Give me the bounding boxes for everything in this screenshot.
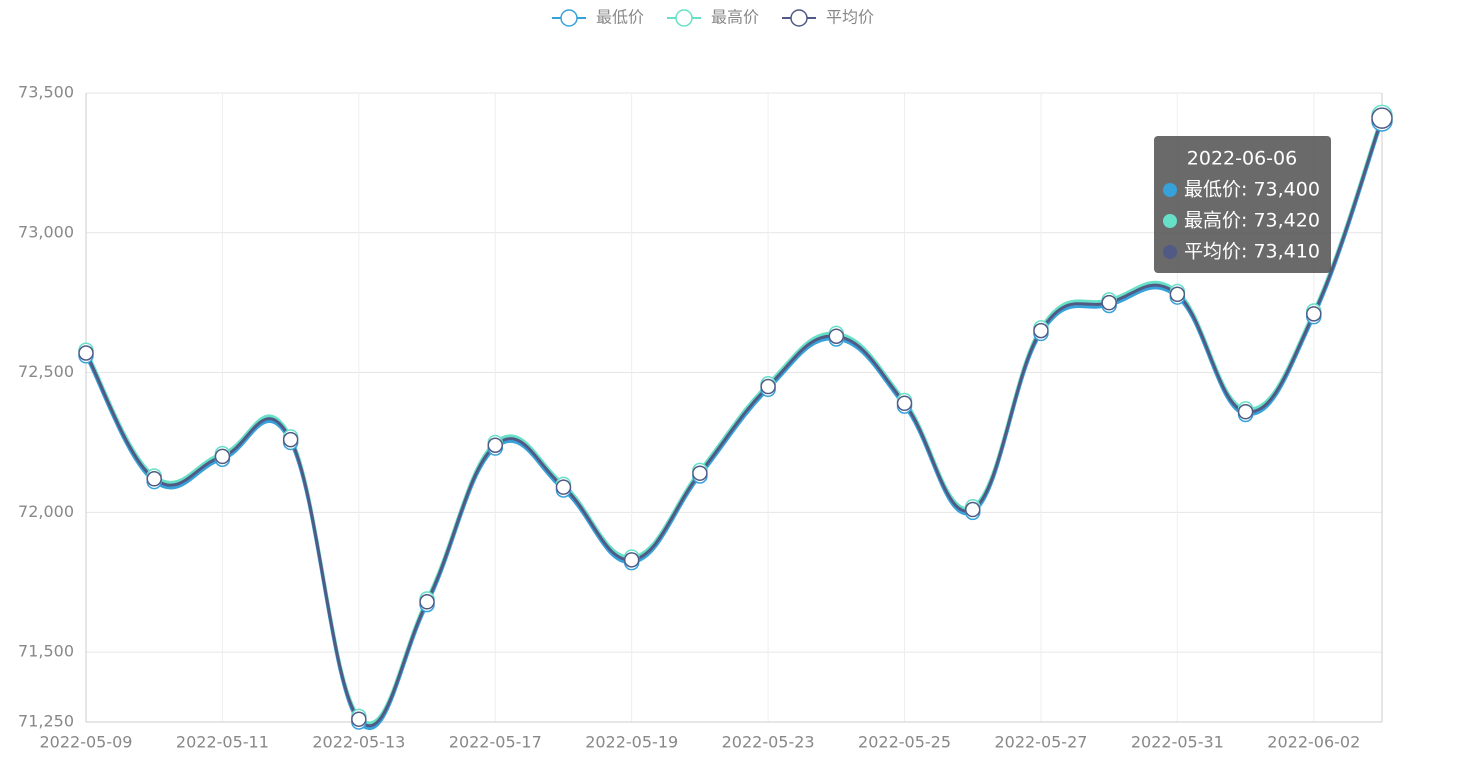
- x-tick-label: 2022-05-13: [312, 733, 405, 752]
- point: [692, 465, 708, 481]
- x-tick-label: 2022-05-19: [585, 733, 678, 752]
- point: [419, 594, 435, 610]
- y-tick-label: 72,500: [18, 362, 74, 381]
- x-tick-label: 2022-05-27: [994, 733, 1087, 752]
- point: [1101, 294, 1117, 311]
- legend-icon: [675, 9, 693, 27]
- legend-icon: [790, 9, 808, 27]
- tooltip: 2022-06-06 最低价: 73,400 最高价: 73,420 平均价: 73,…: [1154, 136, 1331, 273]
- point: [828, 328, 845, 344]
- y-tick-label: 72,000: [18, 502, 74, 521]
- point: [78, 345, 94, 361]
- point: [146, 471, 162, 487]
- point: [1033, 322, 1049, 339]
- x-tick-label: 2022-05-23: [722, 733, 815, 752]
- point: [1306, 306, 1322, 322]
- x-tick-label: 2022-05-17: [449, 733, 542, 752]
- legend-label: 最高价: [711, 8, 759, 27]
- y-tick-label: 73,500: [18, 83, 74, 102]
- tooltip-dot: [1163, 245, 1177, 259]
- y-tick-label: 73,000: [18, 222, 74, 241]
- x-tick-label: 2022-05-25: [858, 733, 951, 752]
- tooltip-title: 2022-06-06: [1187, 148, 1297, 170]
- tooltip-row: 最高价: 73,420: [1184, 210, 1320, 232]
- point: [351, 711, 367, 727]
- y-tick-label: 71,250: [18, 712, 74, 731]
- legend-label: 最低价: [596, 8, 644, 27]
- point: [1169, 286, 1186, 303]
- point: [760, 378, 776, 395]
- point: [214, 448, 231, 465]
- x-tick-label: 2022-05-11: [176, 733, 269, 752]
- y-tick-label: 71,500: [18, 642, 74, 661]
- x-tick-label: 2022-06-02: [1267, 733, 1360, 752]
- tooltip-dot: [1163, 214, 1177, 228]
- legend-label: 平均价: [826, 8, 874, 27]
- tooltip-box: [1154, 136, 1331, 273]
- point: [1237, 403, 1254, 420]
- tooltip-dot: [1163, 183, 1177, 197]
- legend-icon: [560, 9, 578, 27]
- point: [282, 431, 299, 448]
- point: [964, 501, 981, 518]
- tooltip-row: 最低价: 73,400: [1184, 179, 1320, 201]
- tooltip-row: 平均价: 73,410: [1184, 241, 1320, 263]
- point: [555, 479, 572, 495]
- point: [1371, 107, 1393, 129]
- point: [896, 395, 913, 412]
- point: [623, 552, 640, 568]
- point: [487, 437, 504, 453]
- x-tick-label: 2022-05-09: [40, 733, 133, 752]
- x-tick-label: 2022-05-31: [1131, 733, 1224, 752]
